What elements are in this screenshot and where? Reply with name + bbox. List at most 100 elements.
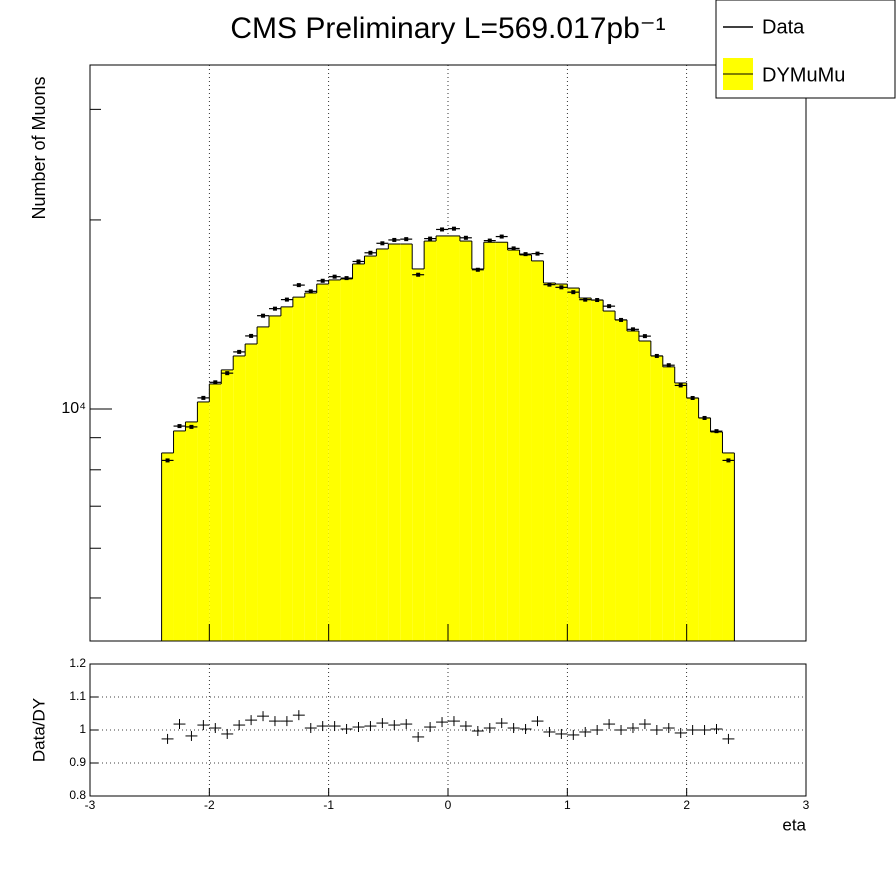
y-tick-label: 0.9 <box>69 755 86 769</box>
data-point <box>344 276 349 281</box>
data-point <box>368 250 373 255</box>
data-point <box>702 415 707 420</box>
histogram-bar <box>495 242 508 641</box>
histogram-bar <box>173 430 186 641</box>
data-point <box>666 363 671 368</box>
data-point <box>320 278 325 283</box>
histogram-bar <box>185 421 198 641</box>
data-point <box>511 246 516 251</box>
data-point <box>332 274 337 279</box>
legend-label: DYMuMu <box>762 64 845 86</box>
x-tick-label: 2 <box>683 798 690 812</box>
histogram-bar <box>483 242 496 641</box>
data-point <box>261 313 266 318</box>
data-point <box>284 297 289 302</box>
histogram-bar <box>722 452 735 641</box>
histogram-bar <box>627 330 639 641</box>
histogram-bar <box>388 244 401 642</box>
histogram-bar <box>340 278 353 641</box>
histogram-bar <box>280 306 293 641</box>
histogram-bar <box>364 256 377 641</box>
y-tick-label: 10⁴ <box>61 400 86 417</box>
histogram-bar <box>507 250 520 641</box>
data-point <box>547 282 552 287</box>
data-point <box>451 226 456 231</box>
histogram-bar <box>352 263 365 641</box>
histogram-bar <box>531 260 544 641</box>
data-point <box>726 458 731 463</box>
histogram-bar <box>304 292 317 641</box>
x-axis-label: eta <box>782 815 806 834</box>
histogram-bar <box>698 417 711 641</box>
chart-title: CMS Preliminary L=569.017pb⁻¹ <box>230 12 665 45</box>
histogram-bar <box>233 355 246 641</box>
data-point <box>654 353 659 358</box>
data-point <box>356 259 361 264</box>
y-tick-label: 1 <box>79 722 86 736</box>
histogram-bar <box>519 254 532 641</box>
data-point <box>177 424 182 429</box>
data-point <box>487 238 492 243</box>
histogram-bar <box>555 284 568 641</box>
data-point <box>607 304 612 309</box>
data-point <box>237 349 242 354</box>
data-point <box>392 237 397 242</box>
data-point <box>165 458 170 463</box>
histogram-bar <box>567 288 580 641</box>
y-axis-label: Data/DY <box>29 698 48 762</box>
histogram-bar <box>650 355 663 641</box>
histogram-bar <box>543 283 556 641</box>
y-tick-label: 0.8 <box>69 788 86 802</box>
data-point <box>249 333 254 338</box>
histogram-bar <box>209 383 222 641</box>
x-tick-label: -2 <box>204 798 215 812</box>
data-point <box>690 395 695 400</box>
data-point <box>380 241 385 246</box>
x-tick-label: 0 <box>445 798 452 812</box>
y-axis-label: Number of Muons <box>29 76 49 219</box>
data-point <box>201 395 206 400</box>
data-point <box>714 429 719 434</box>
x-tick-label: -3 <box>85 798 96 812</box>
data-point <box>225 371 230 376</box>
data-point <box>428 236 433 241</box>
histogram-bar <box>292 297 305 641</box>
data-point <box>463 235 468 240</box>
histogram-bar <box>662 366 675 641</box>
x-tick-label: 3 <box>803 798 810 812</box>
data-point <box>440 227 445 232</box>
data-point <box>619 317 624 322</box>
y-tick-label: 1.2 <box>69 656 86 670</box>
histogram-bar <box>316 284 329 641</box>
histogram-bar <box>269 315 281 641</box>
data-point <box>296 283 301 288</box>
histogram-bar <box>197 401 210 641</box>
x-tick-label: 1 <box>564 798 571 812</box>
data-point <box>499 234 504 239</box>
data-point <box>189 424 194 429</box>
histogram-bar <box>424 241 437 642</box>
data-point <box>642 334 647 339</box>
x-tick-label: -1 <box>323 798 334 812</box>
data-point <box>559 285 564 290</box>
histogram-bar <box>686 397 699 641</box>
data-point <box>595 298 600 303</box>
data-point <box>583 297 588 302</box>
data-point <box>678 383 683 388</box>
histogram-bar <box>674 382 687 641</box>
histogram-bar <box>591 300 604 641</box>
histogram-bar <box>448 235 460 641</box>
data-point <box>535 251 540 256</box>
data-point <box>571 290 576 295</box>
histogram-bar <box>245 343 258 641</box>
histogram-bar <box>328 279 341 641</box>
legend-label: Data <box>762 16 805 38</box>
histogram-bar <box>161 452 174 641</box>
histogram-bar <box>471 268 484 641</box>
data-point <box>523 252 528 257</box>
histogram-bar <box>579 298 592 641</box>
histogram-bar <box>615 319 627 641</box>
histogram-bar <box>412 268 425 641</box>
y-tick-label: 1.1 <box>69 689 86 703</box>
